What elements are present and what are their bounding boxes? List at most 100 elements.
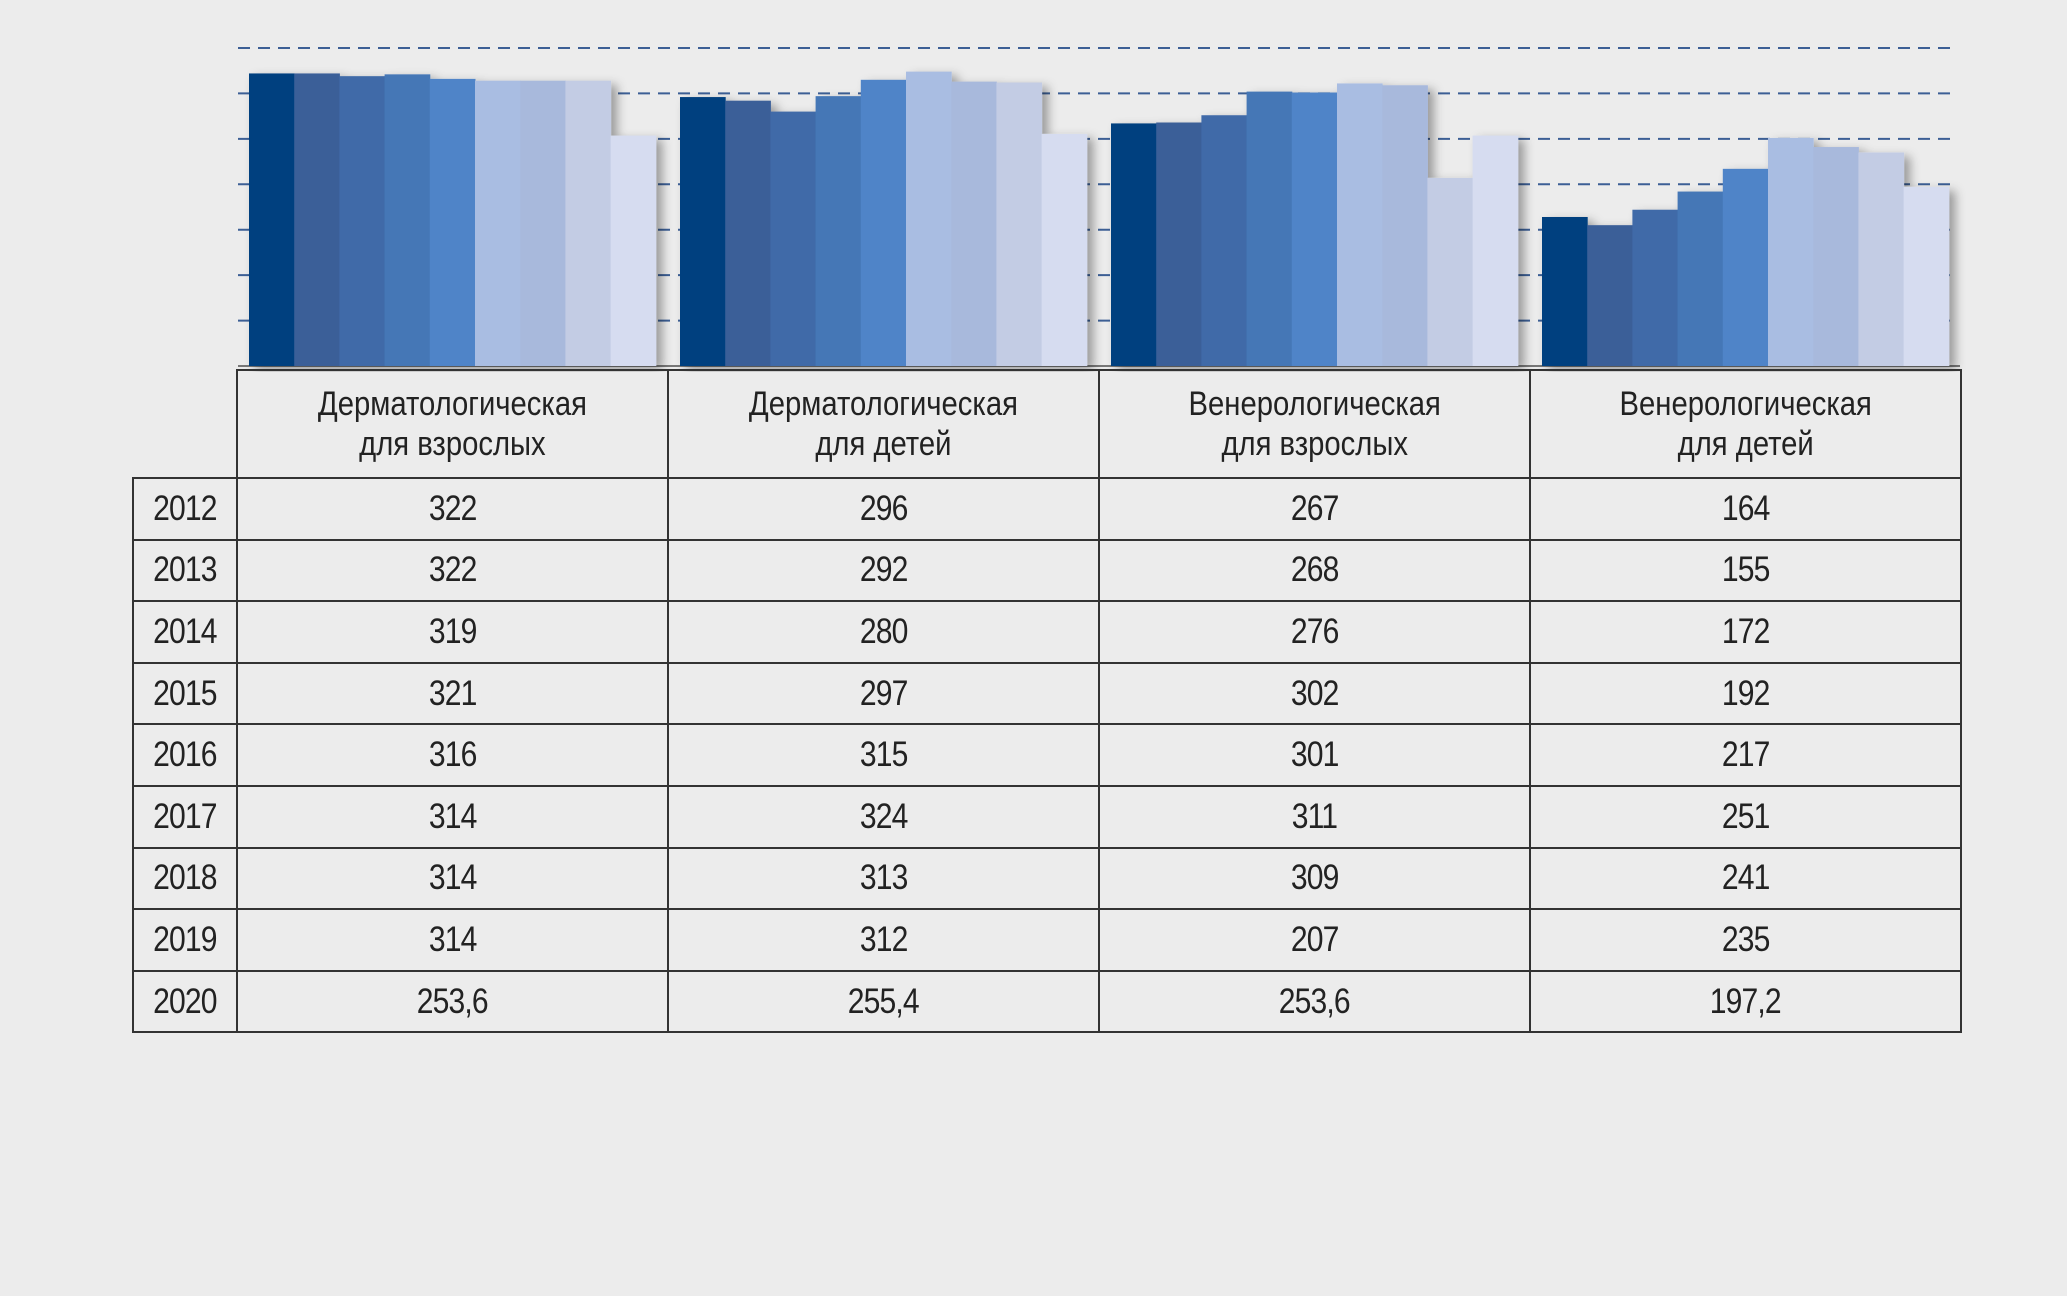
- column-header-line: для взрослых: [1221, 425, 1408, 463]
- bar-2018-group-4: [1813, 147, 1859, 366]
- bar-2020-group-1: [610, 135, 657, 366]
- column-header-line: Венерологическая: [1188, 385, 1441, 423]
- bar-2019-group-1: [565, 80, 612, 367]
- table-cell: 297: [667, 661, 1100, 726]
- table-cell: 172: [1529, 600, 1962, 664]
- table-cell: 217: [1529, 723, 1962, 787]
- table-cell: 268: [1098, 538, 1531, 603]
- column-header-3: Венерологическая для взрослых: [1098, 369, 1531, 479]
- bar-2014-group-4: [1632, 209, 1679, 366]
- table-cell: 301: [1098, 723, 1531, 787]
- bar-2017-group-2: [906, 71, 952, 366]
- table-row: 2015 321 297 302 192: [132, 661, 1962, 726]
- column-header-line: Дерматологическая: [317, 385, 588, 423]
- column-header-line: для детей: [1677, 425, 1814, 463]
- bar-group-4: [1542, 137, 1950, 366]
- table-cell: 192: [1529, 661, 1962, 726]
- bar-2018-group-2: [951, 81, 997, 367]
- row-year-label: 2013: [132, 538, 238, 603]
- table-cell: 314: [236, 846, 669, 911]
- table-cell: 197,2: [1529, 969, 1962, 1034]
- bar-2020-group-4: [1903, 186, 1950, 366]
- bar-2012-group-3: [1111, 123, 1157, 366]
- bar-2015-group-4: [1677, 191, 1724, 366]
- row-year-label: 2015: [132, 661, 238, 726]
- table-row: 2013 322 292 268 155: [132, 538, 1962, 603]
- bar-2015-group-2: [815, 96, 862, 366]
- table-cell: 255,4: [667, 969, 1100, 1034]
- column-header-line: Дерматологическая: [748, 385, 1019, 423]
- bar-2020-group-2: [1041, 133, 1088, 366]
- table-row: 2020 253,6 255,4 253,6 197,2: [132, 969, 1962, 1034]
- table-cell: 314: [236, 784, 669, 849]
- bar-2019-group-2: [996, 82, 1043, 367]
- column-header-1: Дерматологическая для взрослых: [236, 369, 669, 479]
- row-year-label: 2017: [132, 784, 238, 849]
- table-cell: 311: [1098, 784, 1531, 849]
- table-cell: 313: [667, 846, 1100, 911]
- table-corner: [133, 370, 238, 479]
- bar-group-3: [1111, 83, 1519, 367]
- row-year-label: 2020: [132, 969, 238, 1034]
- column-header-label: Венерологическая для детей: [1619, 384, 1871, 464]
- bar-2013-group-2: [725, 100, 771, 366]
- table-cell: 276: [1098, 600, 1531, 664]
- bars: [249, 71, 1950, 367]
- row-year-label: 2014: [132, 600, 238, 664]
- bar-chart: [238, 47, 1960, 367]
- table-cell: 312: [667, 908, 1100, 972]
- table-cell: 280: [667, 600, 1100, 664]
- column-header-line: для детей: [815, 425, 952, 463]
- bar-2016-group-3: [1291, 92, 1338, 367]
- table-row: 2014 319 280 276 172: [132, 600, 1962, 664]
- table-cell: 251: [1529, 784, 1962, 849]
- bar-2016-group-2: [860, 79, 907, 367]
- bar-2015-group-3: [1246, 91, 1293, 367]
- table-cell: 253,6: [1098, 969, 1531, 1034]
- bar-2015-group-1: [384, 74, 431, 366]
- bar-2013-group-4: [1587, 225, 1633, 366]
- bar-2014-group-3: [1201, 115, 1248, 366]
- bar-2016-group-1: [429, 78, 476, 367]
- table-header-row: Дерматологическая для взрослых Дерматологи…: [133, 369, 1962, 479]
- bar-2017-group-1: [475, 80, 521, 367]
- table-row: 2017 314 324 311 251: [132, 784, 1962, 849]
- column-header-line: для взрослых: [359, 425, 546, 463]
- table-cell: 296: [667, 477, 1100, 541]
- bar-2013-group-1: [294, 73, 340, 366]
- bar-2012-group-1: [249, 73, 295, 366]
- table-cell: 315: [667, 723, 1100, 787]
- bar-2020-group-3: [1472, 135, 1519, 366]
- row-year-label: 2016: [132, 723, 238, 787]
- column-header-label: Дерматологическая для взрослых: [318, 384, 587, 464]
- bar-2017-group-4: [1768, 137, 1814, 366]
- bar-2014-group-1: [339, 76, 386, 366]
- bar-2018-group-1: [520, 80, 566, 367]
- column-header-label: Венерологическая для взрослых: [1188, 384, 1440, 464]
- bar-2016-group-4: [1722, 168, 1769, 366]
- bar-2014-group-2: [770, 111, 817, 366]
- bar-2019-group-4: [1858, 152, 1905, 366]
- bar-2019-group-3: [1427, 177, 1474, 366]
- table-cell: 241: [1529, 846, 1962, 911]
- table-body: 2012 322 296 267 164 2013 322 292 268 155 2014 319 2…: [132, 477, 1962, 1034]
- row-year-label: 2019: [132, 908, 238, 972]
- bar-2017-group-3: [1337, 83, 1383, 366]
- table-cell: 314: [236, 908, 669, 972]
- table-row: 2018 314 313 309 241: [132, 846, 1962, 911]
- table-cell: 207: [1098, 908, 1531, 972]
- bar-group-2: [680, 71, 1088, 367]
- row-year-label: 2018: [132, 846, 238, 911]
- bar-2013-group-3: [1156, 122, 1202, 366]
- bar-2012-group-2: [680, 97, 726, 366]
- table-cell: 324: [667, 784, 1100, 849]
- table-cell: 155: [1529, 538, 1962, 603]
- bar-2012-group-4: [1542, 216, 1588, 366]
- table-cell: 322: [236, 538, 669, 603]
- table-cell: 302: [1098, 661, 1531, 726]
- table-cell: 164: [1529, 477, 1962, 541]
- bar-2018-group-3: [1382, 85, 1428, 366]
- column-header-2: Дерматологическая для детей: [667, 369, 1100, 479]
- table-row: 2012 322 296 267 164: [132, 477, 1962, 541]
